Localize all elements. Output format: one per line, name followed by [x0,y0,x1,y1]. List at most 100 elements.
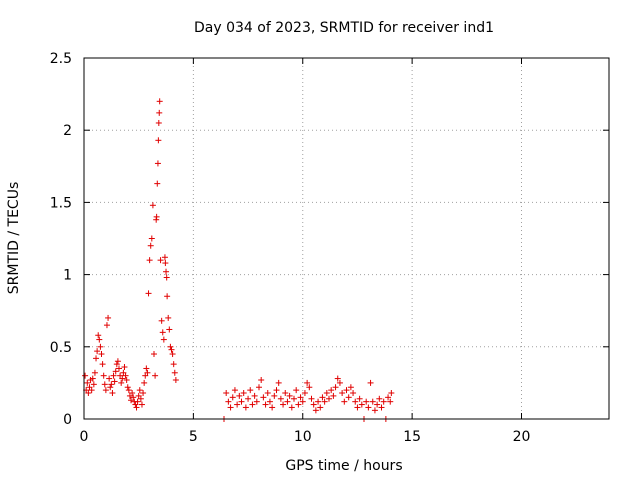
data-point [326,395,332,402]
data-point [84,379,91,386]
data-point [160,336,167,343]
data-point [253,398,260,405]
data-point [231,387,238,394]
data-point [352,398,359,405]
data-point [164,293,171,300]
data-point [97,343,104,350]
data-point [282,390,289,397]
data-point [99,361,106,368]
data-point [273,387,280,394]
data-point [100,372,107,379]
y-axis-label: SRMTID / TECUs [6,182,22,295]
data-point [266,398,273,405]
data-point [134,398,141,405]
data-point [334,375,341,382]
data-point [109,390,116,397]
data-point [116,365,122,372]
data-point [264,390,271,397]
data-point [336,379,343,386]
data-point [155,137,162,144]
data-point [111,378,118,385]
data-point [98,351,105,358]
data-point [319,394,326,401]
data-point [339,390,346,397]
data-point [374,401,381,408]
data-point [165,314,172,321]
data-point [306,384,313,391]
data-point [137,395,144,402]
data-point [124,384,131,391]
y-tick-label: 0.5 [50,340,72,356]
data-point [234,401,241,408]
data-point [138,401,145,408]
data-point [223,390,230,397]
axis-ticks: 0 5 10 15 20 0 0.5 1 1.5 2 2.5 [50,51,609,445]
data-point [159,329,166,336]
data-point [105,314,112,321]
data-point [247,387,254,394]
data-point [133,404,140,411]
data-point [323,390,330,397]
data-point [163,274,170,281]
data-point [169,351,176,358]
data-point [332,384,339,391]
data-point [114,358,121,365]
data-point [299,398,306,405]
data-point [91,369,98,376]
data-point [343,387,350,394]
data-point [118,379,125,386]
grid [84,58,609,419]
data-point [156,109,163,116]
data-point [363,398,370,405]
y-tick-label: 2.5 [50,51,72,67]
data-point [95,332,102,339]
data-point [103,322,110,329]
data-point [140,390,147,397]
data-point [162,260,169,267]
data-point [330,392,337,399]
data-point [119,375,126,382]
data-point [308,395,315,402]
data-point [345,394,352,401]
data-point [341,398,348,405]
y-tick-label: 1.5 [50,195,72,211]
data-point [152,372,159,379]
data-point [161,254,168,261]
data-point [153,213,160,220]
data-point [163,268,170,275]
data-point [129,390,136,397]
data-point [96,336,103,343]
data-point [157,257,164,264]
x-tick-label: 10 [294,429,312,445]
data-point [154,160,161,167]
data-point [125,387,132,394]
data-point [317,404,324,411]
data-point [388,390,395,397]
data-point [371,407,378,414]
data-point [295,401,302,408]
data-point [354,404,361,411]
data-point [275,379,282,386]
x-tick-label: 20 [513,429,531,445]
data-point [269,404,276,411]
data-point [107,384,114,391]
data-point [154,180,161,187]
data-point [229,394,236,401]
data-point [376,395,383,402]
data-point [166,326,173,333]
data-point [262,401,269,408]
x-axis-label: GPS time / hours [285,458,402,474]
data-point [101,381,108,388]
data-point [350,390,357,397]
x-tick-label: 15 [403,429,421,445]
data-point [146,257,153,264]
data-point [110,372,117,379]
data-point [251,392,258,399]
data-point [258,377,265,384]
data-point [85,390,92,397]
data-point [89,375,96,382]
data-point [312,407,319,414]
data-point [347,384,354,391]
data-point [260,394,267,401]
data-point [170,361,177,368]
